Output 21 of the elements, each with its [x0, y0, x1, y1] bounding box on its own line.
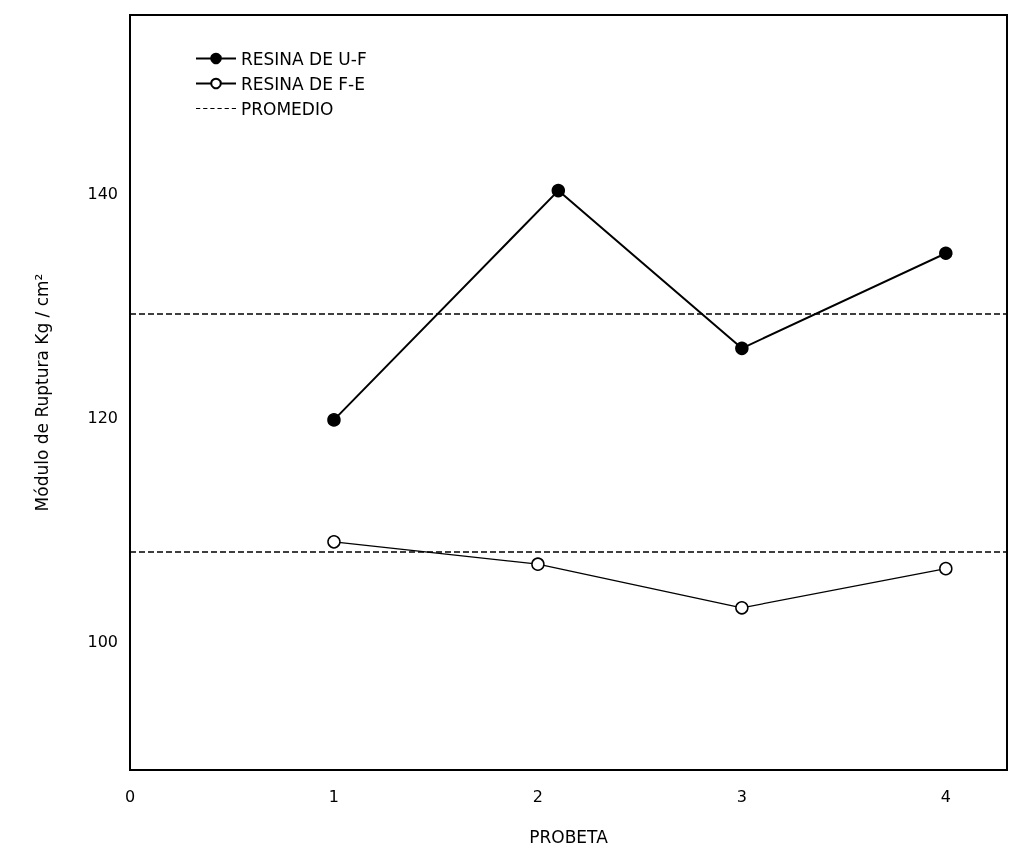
- y-axis-title: Módulo de Ruptura Kg / cm²: [31, 273, 52, 512]
- x-tick-label: 0: [124, 786, 136, 806]
- y-tick-label: 120: [87, 408, 118, 428]
- x-tick-label: 1: [328, 786, 340, 806]
- x-tick-label: 3: [736, 786, 747, 806]
- x-tick-label: 2: [532, 786, 543, 806]
- point: [939, 561, 953, 576]
- legend-label: PROMEDIO: [241, 98, 334, 119]
- point: [735, 341, 749, 356]
- point: [551, 183, 566, 198]
- legend-label: RESINA DE U-F: [241, 48, 367, 69]
- y-tick-label: 140: [87, 184, 118, 204]
- point: [531, 557, 545, 571]
- x-tick-label: 4: [940, 786, 951, 806]
- y-tick-label: 100: [87, 631, 118, 651]
- x-axis-title: PROBETA: [529, 826, 609, 847]
- point: [327, 413, 341, 427]
- point: [327, 535, 341, 549]
- point: [939, 246, 953, 260]
- legend-label: RESINA DE F-E: [241, 73, 365, 94]
- point: [735, 601, 749, 615]
